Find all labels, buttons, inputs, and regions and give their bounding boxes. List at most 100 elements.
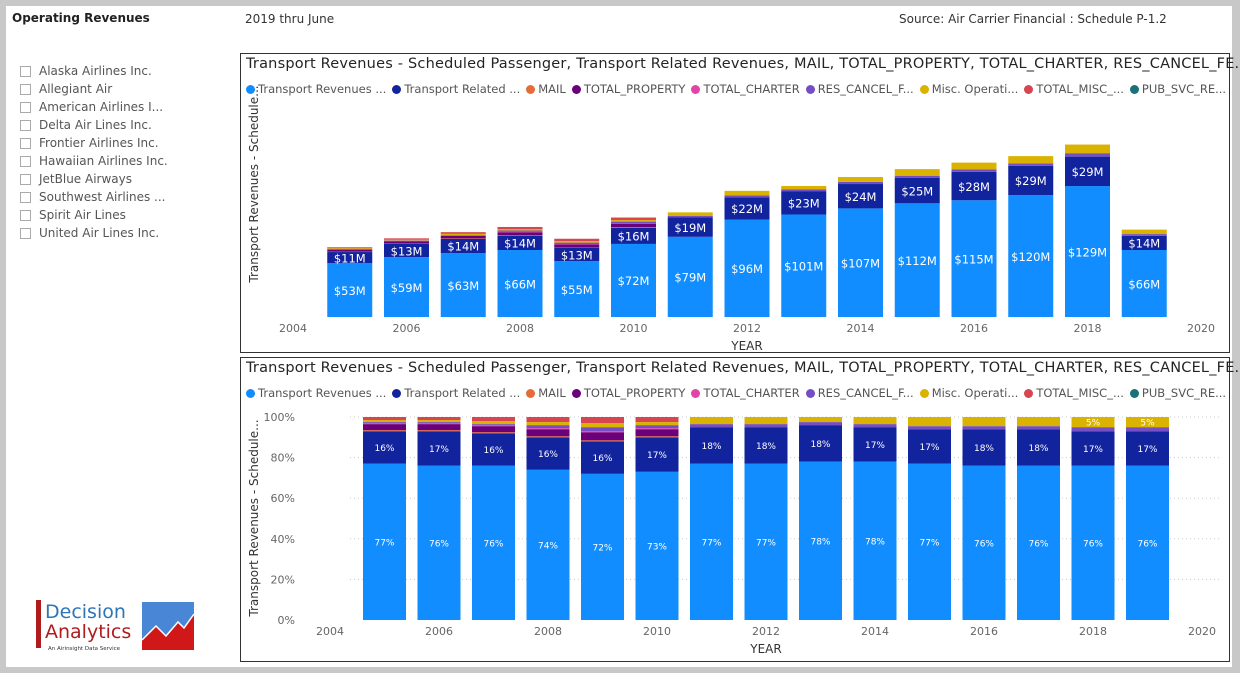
bar-segment-transport-related[interactable] [1065, 156, 1110, 187]
bar-segment-res-cancel-f[interactable] [497, 230, 543, 232]
bar-segment-total-property[interactable] [554, 244, 600, 248]
bar-segment-misc-operati[interactable] [526, 422, 570, 426]
slicer-item[interactable]: United Air Lines Inc. [20, 224, 168, 242]
bar-segment-misc-operati[interactable] [554, 241, 600, 243]
bar-segment-res-cancel-f[interactable] [667, 216, 713, 218]
bar-segment-misc-operati[interactable] [1017, 417, 1060, 427]
legend-item[interactable]: Misc. Operati... [919, 82, 1018, 96]
bar-segment-misc-operati[interactable] [1065, 144, 1110, 154]
legend-item[interactable]: Transport Revenues ... [246, 82, 386, 96]
bar-segment-res-cancel-f[interactable] [908, 426, 951, 430]
bar-segment-total-misc[interactable] [497, 226, 543, 230]
bar-segment-res-cancel-f[interactable] [690, 424, 733, 428]
bar-segment-misc-operati[interactable] [363, 420, 406, 423]
legend-item[interactable]: TOTAL_MISC_... [1024, 386, 1124, 400]
bar-segment-res-cancel-f[interactable] [363, 422, 406, 424]
bar-segment-transport-related[interactable] [1126, 431, 1169, 466]
bar-segment-transport-related[interactable] [838, 184, 883, 209]
bar-segment-misc-operati[interactable] [472, 421, 515, 425]
bar-segment-transport-related[interactable] [497, 235, 543, 251]
bar-segment-transport-related[interactable] [908, 429, 951, 464]
bar-segment-total-charter[interactable] [526, 428, 570, 430]
bar-segment-misc-operati[interactable] [1121, 229, 1167, 235]
bar-segment-transport-related[interactable] [1017, 429, 1060, 466]
bar-segment-total-misc[interactable] [581, 417, 624, 424]
legend-item[interactable]: MAIL [526, 82, 566, 96]
bar-segment-total-misc[interactable] [327, 247, 373, 249]
bar-segment-transport-revenues[interactable] [417, 465, 461, 620]
bar-segment-transport-related[interactable] [554, 247, 600, 262]
bar-segment-misc-operati[interactable] [951, 162, 997, 170]
bar-segment-transport-related[interactable] [724, 197, 770, 220]
bar-segment-total-misc[interactable] [363, 417, 406, 421]
bar-segment-misc-operati[interactable] [1008, 156, 1054, 164]
checkbox[interactable] [20, 65, 31, 77]
bar-segment-res-cancel-f[interactable] [894, 175, 940, 178]
bar-segment-total-misc[interactable] [417, 417, 461, 421]
bar-segment-transport-related[interactable] [417, 431, 461, 466]
bar-segment-transport-related[interactable] [690, 427, 733, 464]
bar-segment-res-cancel-f[interactable] [1121, 234, 1167, 236]
bar-segment-mail[interactable] [581, 440, 624, 442]
bar-segment-transport-related[interactable] [781, 191, 827, 215]
slicer-item[interactable]: JetBlue Airways [20, 170, 168, 188]
bar-segment-transport-revenues[interactable] [472, 465, 515, 620]
legend-item[interactable]: Transport Revenues ... [246, 386, 386, 400]
legend-item[interactable]: TOTAL_PROPERTY [571, 386, 685, 400]
bar-segment-transport-related[interactable] [440, 238, 486, 254]
bar-segment-transport-revenues[interactable] [327, 263, 373, 317]
checkbox[interactable] [20, 227, 31, 239]
bar-segment-misc-operati[interactable] [581, 423, 624, 428]
bar-segment-transport-related[interactable] [951, 171, 997, 201]
bar-segment-misc-operati[interactable] [440, 233, 486, 236]
bar-segment-res-cancel-f[interactable] [799, 422, 842, 426]
bar-segment-total-charter[interactable] [472, 425, 515, 427]
bar-segment-res-cancel-f[interactable] [838, 181, 883, 185]
bar-segment-misc-operati[interactable] [497, 229, 543, 231]
legend-item[interactable]: Transport Related ... [392, 386, 520, 400]
bar-segment-transport-revenues[interactable] [799, 461, 842, 620]
slicer-item[interactable]: Spirit Air Lines [20, 206, 168, 224]
bar-segment-transport-revenues[interactable] [744, 463, 788, 620]
bar-segment-res-cancel-f[interactable] [853, 424, 897, 428]
bar-segment-total-charter[interactable] [611, 223, 656, 224]
bar-segment-mail[interactable] [526, 436, 570, 438]
bar-segment-total-property[interactable] [472, 426, 515, 433]
legend-item[interactable]: Misc. Operati... [919, 386, 1018, 400]
bar-segment-misc-operati[interactable] [690, 417, 733, 425]
bar-segment-total-property[interactable] [611, 223, 656, 228]
slicer-item[interactable]: Frontier Airlines Inc. [20, 134, 168, 152]
bar-segment-misc-operati[interactable] [417, 420, 461, 423]
legend-item[interactable]: PUB_SVC_RE... [1129, 82, 1226, 96]
checkbox[interactable] [20, 191, 31, 203]
bar-segment-transport-revenues[interactable] [781, 214, 827, 317]
legend-item[interactable]: RES_CANCEL_F... [805, 82, 914, 96]
bar-segment-transport-related[interactable] [384, 243, 429, 258]
bar-segment-transport-revenues[interactable] [1121, 250, 1167, 317]
checkbox[interactable] [20, 83, 31, 95]
bar-segment-transport-related[interactable] [1071, 431, 1115, 466]
bar-segment-total-charter[interactable] [417, 423, 461, 425]
bar-segment-transport-related[interactable] [327, 252, 373, 264]
bar-segment-transport-revenues[interactable] [635, 471, 679, 620]
legend-item[interactable]: MAIL [526, 386, 566, 400]
bar-segment-transport-revenues[interactable] [497, 250, 543, 317]
bar-segment-mail[interactable] [417, 430, 461, 432]
bar-segment-transport-related[interactable] [667, 217, 713, 237]
slicer-item[interactable]: American Airlines I... [20, 98, 168, 116]
bar-segment-transport-related[interactable] [472, 433, 515, 466]
bar-segment-total-property[interactable] [526, 429, 570, 437]
bar-segment-res-cancel-f[interactable] [1008, 163, 1054, 166]
bar-segment-transport-related[interactable] [363, 431, 406, 464]
bar-segment-total-property[interactable] [440, 235, 486, 239]
bar-segment-misc-operati[interactable] [1071, 417, 1115, 428]
bar-segment-res-cancel-f[interactable] [1071, 427, 1115, 432]
bar-segment-transport-revenues[interactable] [526, 469, 570, 620]
bar-segment-total-misc[interactable] [635, 417, 679, 423]
bar-segment-total-property[interactable] [497, 232, 543, 236]
checkbox[interactable] [20, 209, 31, 221]
bar-segment-transport-revenues[interactable] [384, 257, 429, 317]
bar-segment-res-cancel-f[interactable] [554, 242, 600, 245]
bar-segment-misc-operati[interactable] [724, 190, 770, 196]
bar-segment-total-charter[interactable] [581, 431, 624, 433]
